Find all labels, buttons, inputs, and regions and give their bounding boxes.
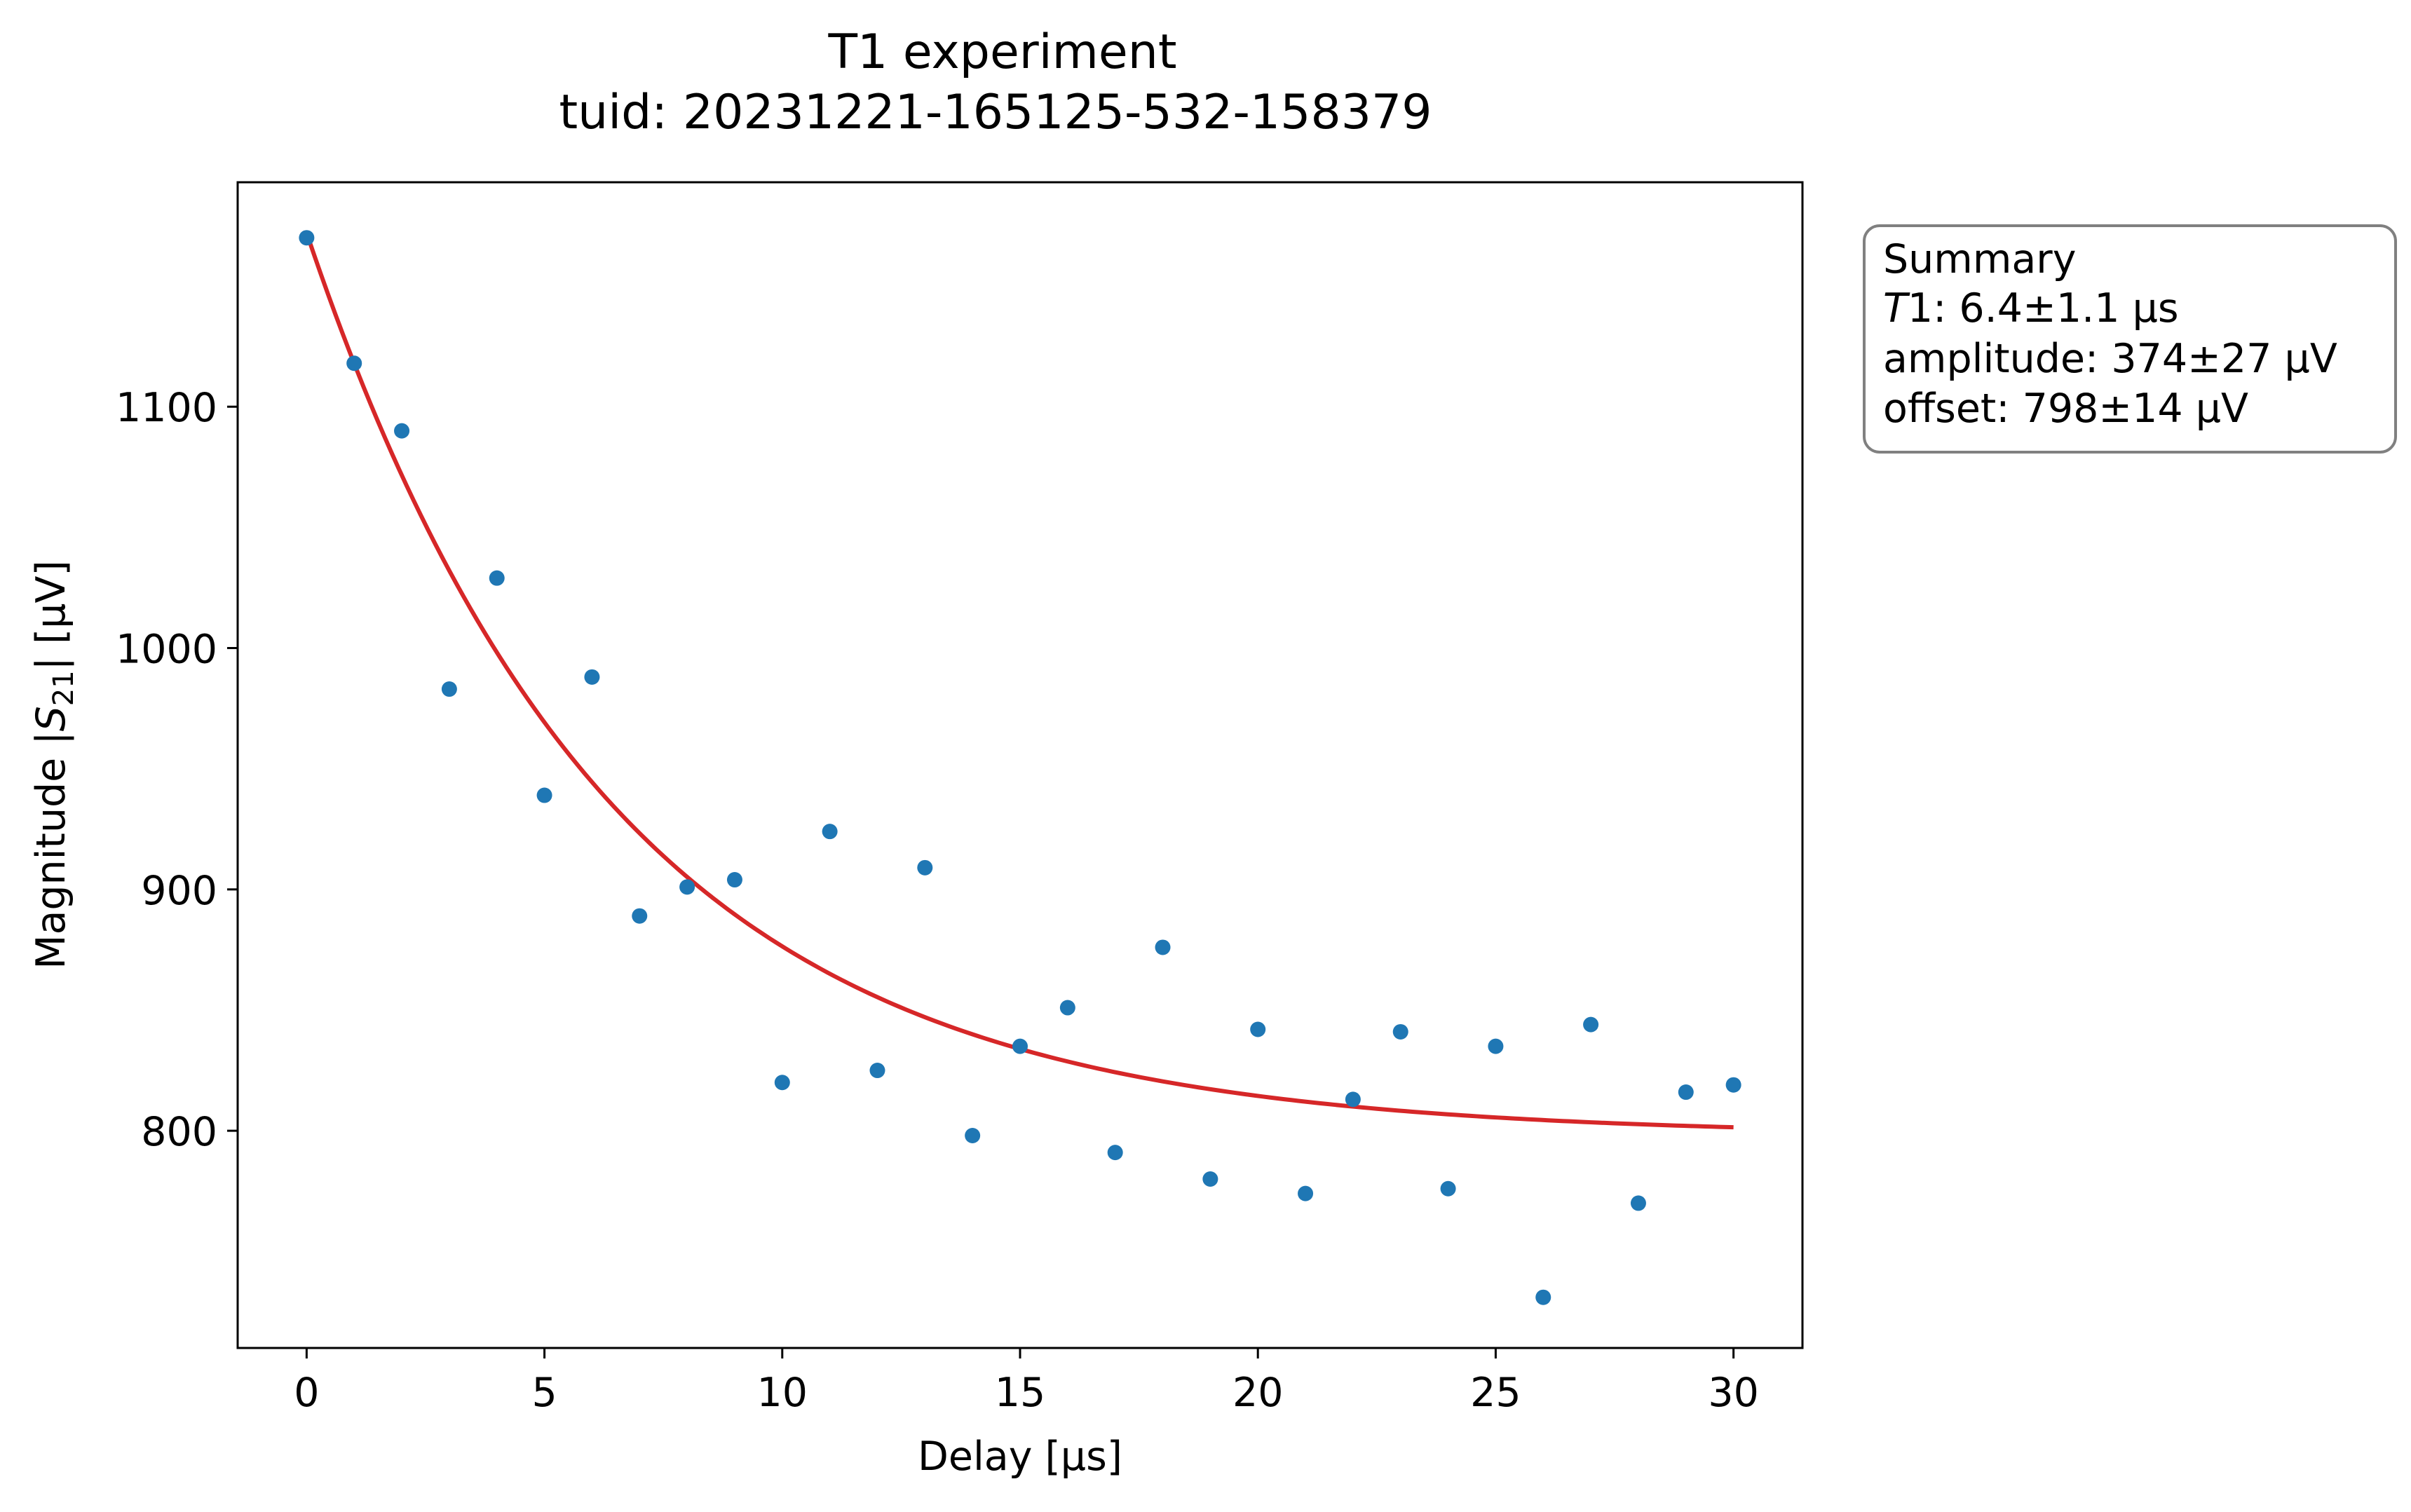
data-point [1583, 1016, 1599, 1033]
x-tick-label: 30 [1708, 1370, 1759, 1416]
y-axis-ticks: 800 900 1000 1100 [116, 385, 238, 1155]
data-point [441, 681, 457, 697]
data-point [869, 1063, 885, 1079]
summary-box [1863, 224, 2397, 454]
data-point [1298, 1185, 1314, 1201]
data-point [299, 230, 315, 246]
data-point [1678, 1084, 1694, 1101]
data-point [536, 787, 552, 803]
x-tick-label: 5 [531, 1370, 557, 1416]
x-axis-ticks: 0 5 10 15 20 25 30 [294, 1348, 1759, 1416]
data-point [726, 872, 742, 888]
y-axis-label-subscript: 21 [48, 670, 80, 706]
fit-curve [304, 232, 1734, 1130]
data-point [1012, 1038, 1028, 1054]
y-tick-label: 1100 [116, 385, 217, 431]
data-point [584, 669, 600, 685]
data-point [1059, 1000, 1075, 1016]
data-point [917, 859, 933, 876]
data-point [822, 824, 838, 840]
data-point [1725, 1077, 1741, 1093]
data-point [965, 1128, 981, 1144]
y-axis-label-prefix: Magnitude | [28, 731, 74, 969]
summary-t1-symbol: T [1883, 285, 1910, 332]
y-tick-label: 900 [141, 868, 217, 914]
x-tick-label: 10 [757, 1370, 808, 1416]
y-axis-label-suffix: | [μV] [28, 560, 74, 670]
summary-offset: offset: 798±14 μV [1883, 386, 2248, 432]
data-point [1535, 1289, 1551, 1305]
data-point [1440, 1180, 1456, 1197]
x-tick-label: 0 [294, 1370, 319, 1416]
summary-amplitude: amplitude: 374±27 μV [1883, 336, 2337, 382]
x-tick-label: 20 [1232, 1370, 1284, 1416]
fit-curve-layer [304, 232, 1734, 1130]
plot-area-frame [236, 181, 1804, 1349]
y-tick-label: 1000 [116, 627, 217, 673]
y-axis-label: Magnitude |S21| [μV] [28, 560, 80, 969]
data-point [1250, 1021, 1266, 1037]
y-axis-label-symbol: S [28, 706, 74, 731]
data-point [1630, 1195, 1646, 1211]
summary-t1: T1: 6.4±1.1 μs [1883, 285, 2179, 332]
data-point [1345, 1091, 1361, 1108]
summary-heading: Summary [1883, 236, 2076, 282]
x-tick-label: 25 [1470, 1370, 1521, 1416]
data-point [394, 423, 410, 439]
data-points-layer [299, 230, 1741, 1305]
data-point [632, 908, 648, 924]
chart-title-line1: T1 experiment [828, 25, 1177, 80]
y-tick-label: 800 [141, 1109, 217, 1155]
data-point [1392, 1023, 1408, 1040]
data-point [1202, 1171, 1218, 1187]
data-point [1155, 939, 1171, 955]
data-point [1107, 1145, 1123, 1161]
data-point [489, 570, 505, 586]
data-point [1488, 1038, 1504, 1054]
chart-title-line2: tuid: 20231221-165125-532-158379 [559, 85, 1432, 140]
x-tick-label: 15 [995, 1370, 1046, 1416]
x-axis-label: Delay [μs] [918, 1433, 1122, 1480]
data-point [346, 355, 362, 372]
data-point [774, 1075, 790, 1091]
data-point [679, 879, 695, 895]
summary-t1-value: 1: 6.4±1.1 μs [1908, 285, 2179, 332]
